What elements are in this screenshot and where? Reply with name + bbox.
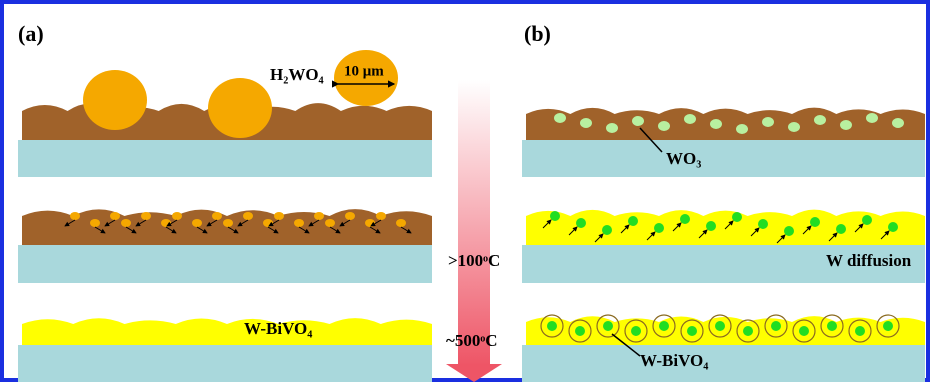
w-dot (550, 211, 560, 221)
wo3-dot (762, 117, 774, 127)
label-bivo4: W-BiVO₄ (244, 319, 312, 338)
particle (223, 219, 233, 227)
label-wo3: WO₃ (666, 149, 701, 168)
w-dot (576, 218, 586, 228)
wo3-dot (554, 113, 566, 123)
label-scale: 10 μm (344, 63, 384, 79)
w-dot (628, 216, 638, 226)
particle (172, 212, 182, 220)
substrate (18, 140, 432, 177)
temperature-arrow (458, 80, 490, 366)
wo3-dot (658, 121, 670, 131)
w-dot (862, 215, 872, 225)
wo3-dot (788, 122, 800, 132)
w-dot (603, 321, 613, 331)
label-bivo4: W-BiVO₄ (640, 351, 708, 370)
label-diffusion: W diffusion (826, 251, 912, 270)
particle (90, 219, 100, 227)
label-temp-500: ~500ᵒC (446, 331, 498, 350)
droplet (83, 70, 147, 130)
label-h2wo4: H₂WO₄ (270, 65, 324, 84)
w-dot (602, 225, 612, 235)
particle (192, 219, 202, 227)
w-dot (758, 219, 768, 229)
substrate (18, 345, 432, 382)
w-dot (631, 326, 641, 336)
particle (314, 212, 324, 220)
w-dot (659, 321, 669, 331)
particle (396, 219, 406, 227)
w-dot (827, 321, 837, 331)
wo3-dot (710, 119, 722, 129)
particle (325, 219, 335, 227)
w-dot (654, 223, 664, 233)
substrate (522, 345, 925, 382)
particle (345, 212, 355, 220)
w-dot (715, 321, 725, 331)
droplet (208, 78, 272, 138)
wo3-dot (684, 114, 696, 124)
wo3-dot (814, 115, 826, 125)
w-dot (888, 222, 898, 232)
w-dot (883, 321, 893, 331)
wo3-dot (892, 118, 904, 128)
wo3-dot (606, 123, 618, 133)
w-dot (771, 321, 781, 331)
particle (121, 219, 131, 227)
film (526, 210, 925, 245)
wo3-dot (736, 124, 748, 134)
w-dot (784, 226, 794, 236)
particle (263, 219, 273, 227)
panel-label: (b) (524, 21, 551, 46)
particle (294, 219, 304, 227)
particle (110, 212, 120, 220)
wo3-dot (866, 113, 878, 123)
wo3-dot (840, 120, 852, 130)
w-dot (836, 224, 846, 234)
w-dot (855, 326, 865, 336)
particle (365, 219, 375, 227)
substrate (522, 140, 925, 177)
particle (70, 212, 80, 220)
w-dot (799, 326, 809, 336)
figure: (a) (b) H₂WO₄ 10 μm WO₃ >100ᵒC W diffusi… (0, 0, 930, 382)
particle (141, 212, 151, 220)
w-dot (680, 214, 690, 224)
particle (243, 212, 253, 220)
w-dot (575, 326, 585, 336)
particle (212, 212, 222, 220)
particle (161, 219, 171, 227)
substrate (18, 245, 432, 283)
particle (376, 212, 386, 220)
w-dot (743, 326, 753, 336)
panel-label: (a) (18, 21, 44, 46)
wo3-dot (632, 116, 644, 126)
w-dot (706, 221, 716, 231)
w-dot (687, 326, 697, 336)
w-dot (547, 321, 557, 331)
label-temp-100: >100ᵒC (448, 251, 500, 270)
wo3-dot (580, 118, 592, 128)
w-dot (810, 217, 820, 227)
particle (274, 212, 284, 220)
w-dot (732, 212, 742, 222)
